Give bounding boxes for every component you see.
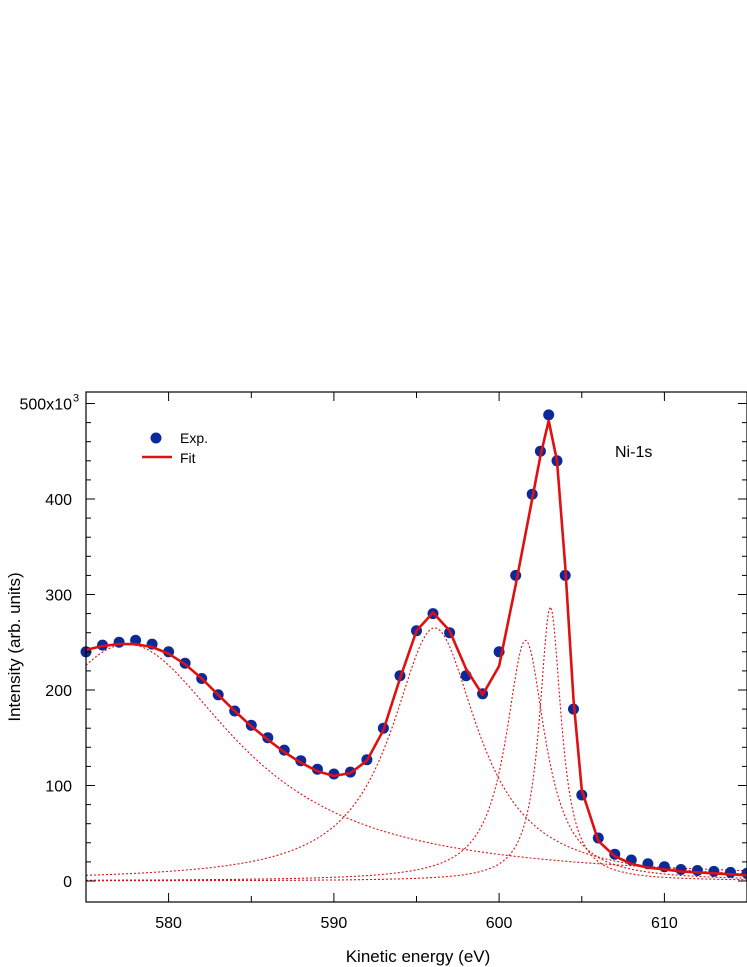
y-tick-exponent: 3 — [73, 393, 79, 405]
legend-exp-label: Exp. — [180, 430, 208, 446]
y-tick-label: 400 — [45, 492, 72, 509]
x-tick-label: 590 — [321, 915, 348, 932]
fit-curve-layer — [85, 419, 747, 877]
legend: Exp. Fit — [142, 430, 208, 466]
plot-frame — [85, 391, 747, 903]
spectrum-annotation: Ni-1s — [615, 444, 652, 461]
exp-point — [691, 865, 703, 876]
experimental-points — [80, 409, 747, 879]
y-tick-label: 100 — [45, 779, 72, 796]
x-tick-label: 610 — [651, 915, 678, 932]
exp-point — [725, 866, 736, 878]
exp-point — [708, 865, 720, 877]
exp-point — [113, 636, 125, 648]
fit-curve — [85, 419, 747, 877]
y-tick-label: 0 — [63, 874, 72, 891]
x-axis: 580 590 600 610 — [85, 392, 747, 932]
y-axis-title: Intensity (arb. units) — [5, 572, 24, 721]
y-tick-label: 200 — [45, 683, 72, 700]
y-axis: 0 100 200 300 400 500x10 3 — [20, 393, 747, 891]
fit-component-3 — [86, 639, 747, 881]
exp-point — [543, 409, 555, 421]
x-tick-label: 600 — [486, 915, 513, 932]
legend-exp-marker — [150, 432, 162, 444]
exp-point — [741, 867, 747, 879]
fit-component-1 — [85, 643, 747, 872]
exp-point — [675, 864, 687, 875]
y-tick-label: 500x10 — [20, 397, 73, 414]
fit-components — [85, 605, 747, 882]
x-tick-label: 580 — [155, 915, 182, 932]
legend-fit-label: Fit — [180, 450, 196, 466]
x-axis-title: Kinetic energy (eV) — [346, 947, 491, 966]
fit-component-2 — [85, 627, 747, 876]
y-tick-label: 300 — [45, 588, 72, 605]
